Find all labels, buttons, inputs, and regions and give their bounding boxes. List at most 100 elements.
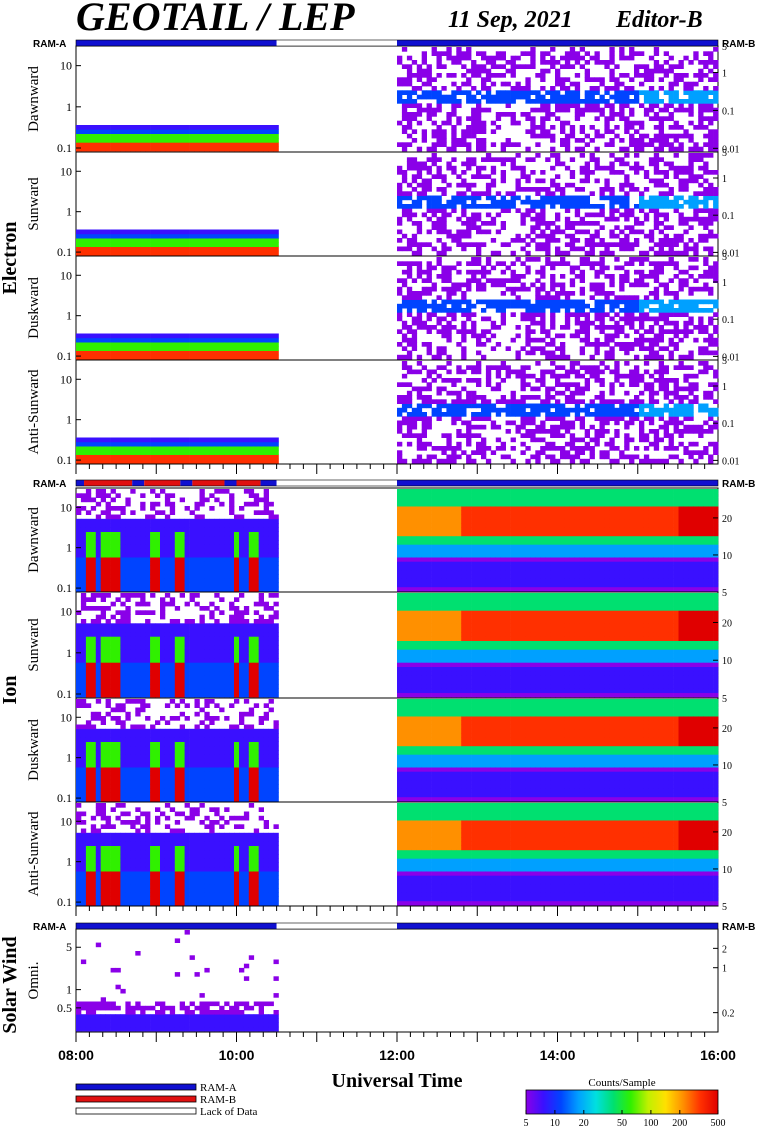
heatmap-cell: [643, 64, 650, 69]
heatmap-cell: [115, 138, 121, 143]
heatmap-cell: [426, 458, 432, 464]
heatmap-cell: [451, 291, 457, 296]
heatmap-cell: [530, 454, 536, 460]
heatmap-cell: [713, 170, 719, 175]
heatmap-cell: [184, 582, 190, 588]
heatmap-cell: [263, 342, 269, 347]
heatmap-cell: [658, 99, 664, 104]
heatmap-cell: [668, 103, 674, 108]
heatmap-cell: [436, 90, 442, 95]
heatmap-cell: [564, 420, 571, 426]
heatmap-cell: [688, 329, 694, 334]
heatmap-cell: [495, 446, 502, 451]
heatmap-cell: [535, 242, 541, 247]
heatmap-cell: [698, 369, 704, 375]
heatmap-cell: [624, 308, 630, 313]
heatmap-cell: [643, 312, 650, 317]
heatmap-cell: [619, 146, 625, 152]
heatmap-cell: [135, 518, 141, 524]
heatmap-cell: [688, 354, 694, 360]
heatmap-cell: [169, 540, 176, 545]
heatmap-cell: [629, 416, 635, 421]
heatmap-cell: [668, 308, 674, 313]
heatmap-cell: [85, 342, 92, 347]
heatmap-cell: [500, 208, 506, 213]
heatmap-cell: [614, 265, 620, 271]
heatmap-cell: [574, 204, 581, 209]
heatmap-cell: [693, 250, 699, 256]
heatmap-cell: [579, 55, 585, 61]
heatmap-cell: [174, 238, 181, 243]
heatmap-cell: [426, 68, 432, 74]
heatmap-cell: [560, 94, 566, 100]
heatmap-cell: [169, 501, 176, 507]
heatmap-cell: [224, 146, 230, 152]
heatmap-cell: [495, 342, 502, 347]
heatmap-cell: [540, 378, 546, 383]
heatmap-cell: [120, 346, 126, 351]
heatmap-cell: [401, 47, 408, 52]
heatmap-cell: [653, 68, 660, 74]
heatmap-cell: [100, 489, 106, 494]
heatmap-cell: [668, 261, 674, 266]
heatmap-cell: [530, 238, 536, 243]
heatmap-cell: [663, 433, 669, 438]
heatmap-cell: [476, 204, 482, 209]
heatmap-cell: [209, 578, 215, 583]
heatmap-cell: [525, 420, 531, 426]
heatmap-cell: [194, 506, 200, 511]
heatmap-cell: [599, 390, 605, 396]
heatmap-cell: [224, 557, 230, 562]
heatmap-cell: [525, 199, 531, 205]
heatmap-cell: [431, 282, 437, 288]
heatmap-cell: [619, 295, 625, 300]
heatmap-cell: [95, 548, 102, 554]
heatmap-cell: [431, 308, 437, 313]
heatmap-cell: [668, 94, 674, 100]
heatmap-cell: [199, 138, 205, 143]
heatmap-cell: [258, 582, 264, 588]
heatmap-cell: [564, 312, 571, 317]
heatmap-cell: [253, 138, 260, 143]
heatmap-cell: [545, 369, 551, 375]
heatmap-cell: [639, 125, 645, 130]
heatmap-cell: [145, 350, 151, 356]
heatmap-cell: [416, 403, 423, 409]
heatmap-cell: [599, 416, 605, 421]
heatmap-cell: [411, 199, 418, 205]
heatmap-cell: [555, 81, 561, 87]
heatmap-cell: [619, 229, 625, 235]
heatmap-cell: [234, 250, 240, 256]
heatmap-cell: [505, 142, 511, 147]
heatmap-cell: [406, 142, 413, 147]
heatmap-cell: [624, 433, 630, 438]
heatmap-cell: [599, 286, 605, 292]
heatmap-cell: [105, 514, 111, 520]
heatmap-cell: [199, 129, 205, 134]
heatmap-cell: [569, 47, 576, 52]
heatmap-cell: [614, 361, 620, 366]
heatmap-cell: [204, 346, 210, 351]
heatmap-cell: [204, 586, 210, 592]
heatmap-cell: [564, 133, 571, 139]
heatmap-cell: [85, 489, 92, 494]
heatmap-cell: [169, 129, 176, 134]
heatmap-cell: [658, 182, 664, 188]
heatmap-cell: [550, 342, 556, 347]
heatmap-cell: [135, 527, 141, 532]
heatmap-cell: [594, 365, 600, 370]
heatmap-cell: [471, 403, 477, 409]
heatmap-cell: [560, 286, 566, 292]
heatmap-cell: [678, 146, 684, 152]
heatmap-cell: [85, 561, 92, 566]
heatmap-cell: [683, 329, 689, 334]
heatmap-cell: [481, 94, 487, 100]
heatmap-cell: [693, 146, 699, 152]
heatmap-cell: [95, 493, 102, 498]
heatmap-cell: [574, 212, 581, 218]
heatmap-cell: [614, 312, 620, 317]
heatmap-cell: [90, 337, 97, 343]
heatmap-cell: [564, 407, 571, 413]
heatmap-cell: [564, 429, 571, 434]
heatmap-cell: [555, 90, 561, 95]
